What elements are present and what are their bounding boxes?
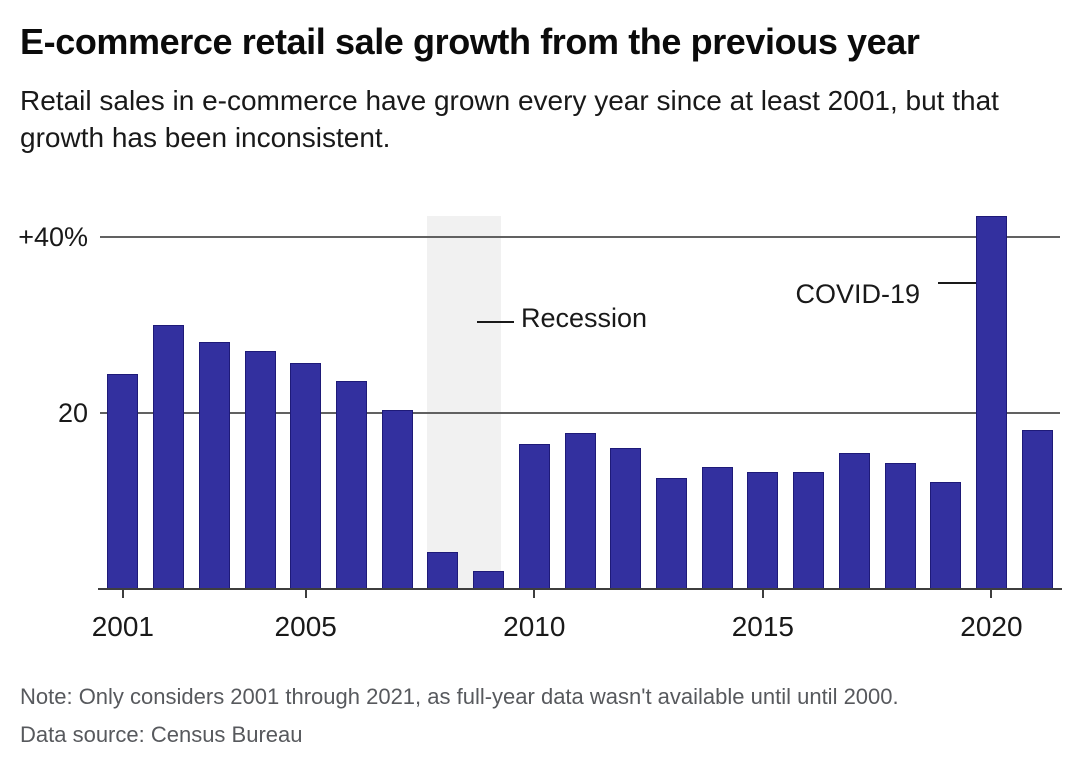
bar-2009 [473, 571, 505, 589]
bar-2021 [1021, 429, 1053, 589]
covid-callout-line [938, 282, 976, 284]
data-source: Data source: Census Bureau [20, 722, 303, 747]
bar-2003 [198, 342, 230, 589]
bar-2001 [107, 374, 139, 589]
bar-2014 [701, 466, 733, 589]
bar-2012 [610, 448, 642, 589]
x-axis-label-2001: 2001 [91, 611, 154, 642]
x-axis-label-2020: 2020 [960, 611, 1023, 642]
recession-band [426, 216, 502, 589]
y-axis-label-40: +40% [18, 221, 88, 252]
chart-note: Note: Only considers 2001 through 2021, … [20, 684, 899, 709]
y-gridline-20 [100, 411, 1060, 414]
bar-2010 [518, 443, 550, 589]
bar-2011 [564, 433, 596, 589]
x-tick-2015 [761, 590, 764, 598]
bar-2004 [244, 351, 276, 589]
page-subtitle: Retail sales in e-commerce have grown ev… [20, 85, 999, 153]
x-axis-label-2010: 2010 [503, 611, 566, 642]
bar-2020 [975, 216, 1007, 589]
x-axis-label-2015: 2015 [731, 611, 794, 642]
page-title: E-commerce retail sale growth from the p… [20, 21, 920, 62]
y-axis-label-20: 20 [57, 397, 88, 428]
bar-2002 [153, 324, 185, 589]
bar-2017 [838, 453, 870, 589]
bar-2019 [930, 481, 962, 589]
bar-2015 [747, 471, 779, 589]
bar-2008 [427, 551, 459, 589]
y-gridline-40 [100, 235, 1060, 238]
x-tick-2010 [533, 590, 536, 598]
recession-callout-line [477, 321, 514, 323]
bar-2013 [655, 477, 687, 589]
bar-2007 [381, 410, 413, 589]
x-tick-2001 [121, 590, 124, 598]
x-axis-line [98, 588, 1062, 590]
bar-2006 [335, 381, 367, 589]
bar-2005 [290, 362, 322, 589]
x-axis-label-2005: 2005 [274, 611, 337, 642]
x-tick-2005 [304, 590, 307, 598]
bar-2018 [884, 463, 916, 589]
bar-2016 [793, 471, 825, 589]
recession-label: Recession [521, 303, 648, 333]
x-tick-2020 [990, 590, 993, 598]
covid-label: COVID-19 [795, 279, 920, 309]
